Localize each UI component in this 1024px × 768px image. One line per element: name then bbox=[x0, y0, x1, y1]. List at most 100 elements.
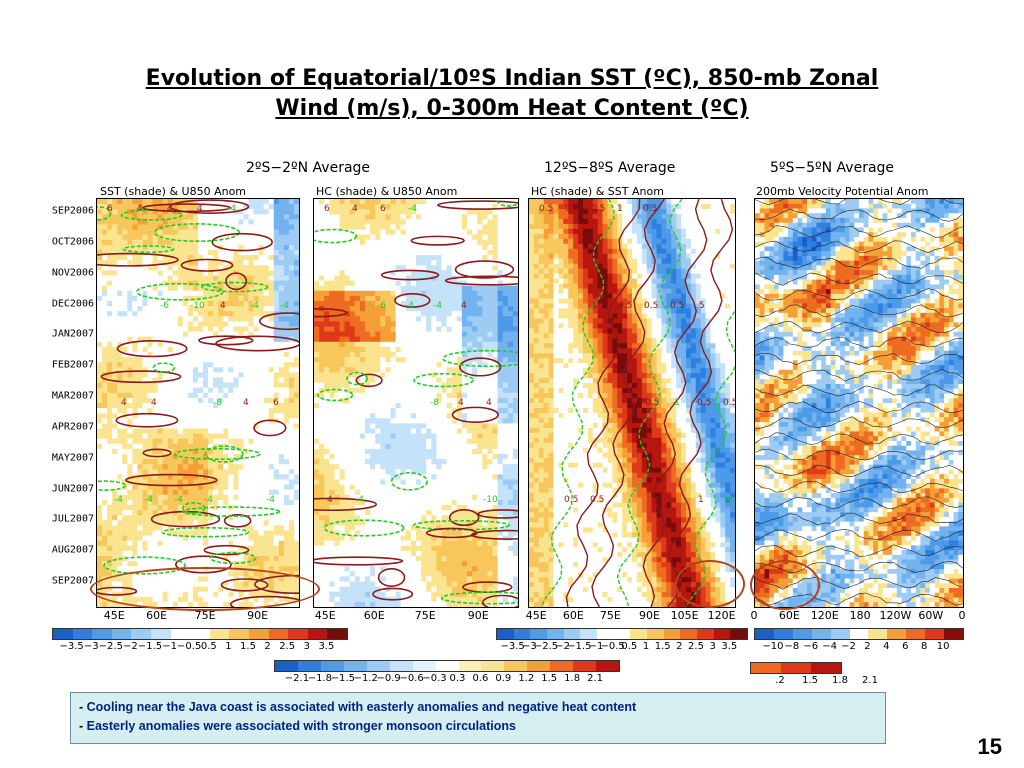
heatmap-cell bbox=[167, 408, 174, 414]
heatmap-cell bbox=[359, 250, 366, 256]
heatmap-cell bbox=[477, 204, 483, 210]
heatmap-cell bbox=[375, 250, 381, 256]
heatmap-cell bbox=[283, 545, 290, 552]
heatmap-cell bbox=[288, 255, 295, 261]
heatmap-cell bbox=[167, 535, 174, 542]
heatmap-cell bbox=[400, 382, 407, 389]
heatmap-cell bbox=[162, 199, 169, 205]
heatmap-cell bbox=[162, 387, 169, 394]
heatmap-cell bbox=[472, 219, 478, 226]
heatmap-cell bbox=[370, 209, 376, 215]
heatmap-cell bbox=[142, 505, 149, 511]
heatmap-cell bbox=[97, 397, 103, 404]
heatmap-cell bbox=[400, 250, 407, 256]
heatmap-cell bbox=[243, 285, 250, 292]
heatmap-cell bbox=[288, 438, 295, 445]
heatmap-cell bbox=[97, 474, 103, 481]
heatmap-cell bbox=[243, 454, 250, 460]
heatmap-cell bbox=[192, 418, 199, 424]
heatmap-cell bbox=[112, 336, 118, 343]
heatmap-cell bbox=[198, 311, 204, 317]
heatmap-cell bbox=[102, 525, 108, 532]
heatmap-cell bbox=[354, 301, 361, 307]
heatmap-cell bbox=[467, 255, 473, 261]
heatmap-cell bbox=[400, 244, 407, 251]
heatmap-cell bbox=[441, 326, 448, 333]
heatmap-cell bbox=[482, 362, 488, 368]
heatmap-cell bbox=[187, 352, 194, 358]
heatmap-cell bbox=[263, 265, 270, 271]
heatmap-cell bbox=[390, 270, 397, 277]
heatmap-cell bbox=[293, 209, 299, 215]
heatmap-cell bbox=[319, 352, 325, 358]
heatmap-cell bbox=[431, 346, 437, 353]
heatmap-cell bbox=[162, 392, 169, 399]
heatmap-cell bbox=[102, 448, 108, 455]
heatmap-cell bbox=[329, 331, 335, 338]
heatmap-cell bbox=[293, 403, 299, 409]
heatmap-cell bbox=[208, 448, 214, 455]
heatmap-cell bbox=[467, 229, 473, 236]
heatmap-cell bbox=[426, 204, 432, 210]
heatmap-cell bbox=[117, 352, 123, 358]
heatmap-cell bbox=[375, 387, 381, 394]
heatmap-cell bbox=[213, 270, 219, 277]
heatmap-cell bbox=[192, 250, 199, 256]
heatmap-cell bbox=[461, 275, 468, 282]
heatmap-cell bbox=[293, 469, 299, 475]
heatmap-cell bbox=[228, 387, 234, 394]
heatmap-cell bbox=[339, 301, 346, 307]
heatmap-cell bbox=[187, 382, 194, 389]
heatmap-cell bbox=[112, 265, 118, 271]
heatmap-cell bbox=[177, 408, 184, 414]
heatmap-cell bbox=[223, 234, 229, 241]
heatmap-cell bbox=[441, 270, 448, 277]
heatmap-cell bbox=[426, 224, 432, 231]
heatmap-cell bbox=[370, 199, 376, 205]
heatmap-cell bbox=[405, 280, 412, 287]
heatmap-cell bbox=[253, 199, 260, 205]
heatmap-cell bbox=[477, 301, 483, 307]
heatmap-cell bbox=[278, 352, 285, 358]
heatmap-cell bbox=[213, 382, 219, 389]
y-tick-label: APR2007 bbox=[51, 421, 94, 433]
heatmap-cell bbox=[278, 515, 285, 521]
heatmap-cell bbox=[375, 270, 381, 277]
heatmap-cell bbox=[441, 352, 448, 358]
heatmap-cell bbox=[472, 229, 478, 236]
heatmap-cell bbox=[293, 244, 299, 251]
heatmap-cell bbox=[238, 214, 245, 220]
heatmap-cell bbox=[380, 209, 386, 215]
heatmap-cell bbox=[107, 239, 113, 246]
heatmap-cell bbox=[142, 346, 149, 353]
heatmap-cell bbox=[213, 392, 219, 399]
heatmap-cell bbox=[187, 423, 194, 430]
heatmap-cell bbox=[253, 326, 260, 333]
heatmap-cell bbox=[198, 326, 204, 333]
heatmap-cell bbox=[329, 392, 335, 399]
heatmap-cell bbox=[339, 219, 346, 226]
heatmap-cell bbox=[370, 413, 376, 419]
heatmap-cell bbox=[162, 540, 169, 547]
heatmap-cell bbox=[370, 275, 376, 282]
heatmap-cell bbox=[283, 535, 290, 542]
heatmap-cell bbox=[107, 443, 113, 450]
heatmap-cell bbox=[167, 239, 174, 246]
heatmap-cell bbox=[107, 326, 113, 333]
heatmap-cell bbox=[441, 219, 448, 226]
heatmap-cell bbox=[375, 331, 381, 338]
heatmap-cell bbox=[102, 250, 108, 256]
heatmap-cell bbox=[293, 367, 299, 373]
heatmap-cell bbox=[354, 199, 361, 205]
heatmap-cell bbox=[359, 239, 366, 246]
heatmap-cell bbox=[288, 454, 295, 460]
heatmap-cell bbox=[142, 362, 149, 368]
heatmap-cell bbox=[177, 229, 184, 236]
heatmap-cell bbox=[324, 209, 330, 215]
heatmap-cell bbox=[117, 321, 123, 328]
heatmap-cell bbox=[390, 255, 397, 261]
heatmap-cell bbox=[288, 285, 295, 292]
heatmap-cell bbox=[421, 265, 427, 271]
heatmap-cell bbox=[203, 489, 209, 496]
heatmap-cell bbox=[370, 250, 376, 256]
